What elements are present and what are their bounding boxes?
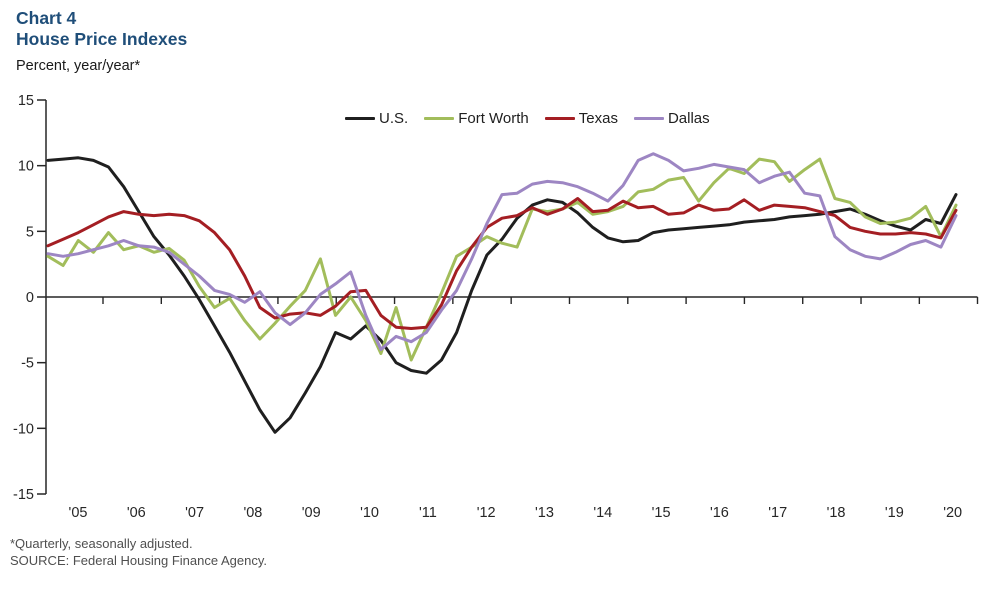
y-tick-label: 5 — [26, 224, 34, 240]
legend-item-texas: Texas — [544, 110, 618, 127]
legend-label-dallas: Dallas — [667, 110, 710, 127]
legend-swatch-fort-worth — [424, 116, 455, 121]
legend-swatch-u-s — [345, 116, 375, 121]
x-tick-label: '05 — [69, 505, 88, 521]
y-tick-label: 15 — [18, 93, 34, 109]
y-tick-label: -15 — [13, 487, 34, 503]
x-tick-label: '14 — [593, 505, 612, 521]
x-tick-label: '09 — [302, 505, 321, 521]
y-tick-label: -5 — [21, 356, 34, 372]
footnote-line1: *Quarterly, seasonally adjusted. — [10, 536, 193, 551]
x-tick-label: '12 — [477, 505, 496, 521]
x-tick-label: '07 — [185, 505, 204, 521]
legend-label-fort-worth: Fort Worth — [458, 110, 529, 127]
x-tick-label: '10 — [360, 505, 379, 521]
legend-label-u-s: U.S. — [379, 110, 409, 127]
x-tick-label: '06 — [127, 505, 146, 521]
series-line-u-s — [46, 156, 958, 434]
y-axis-unit-label: Percent, year/year* — [16, 58, 141, 74]
series-line-texas — [46, 197, 958, 330]
legend-item-u-s: U.S. — [345, 110, 408, 127]
x-tick-label: '15 — [652, 505, 671, 521]
chart-footnotes: *Quarterly, seasonally adjusted. SOURCE:… — [10, 536, 267, 570]
series-line-dallas — [46, 152, 958, 351]
x-tick-label: '18 — [827, 505, 846, 521]
x-tick-label: '17 — [768, 505, 787, 521]
footnote-line2: SOURCE: Federal Housing Finance Agency. — [10, 552, 267, 568]
x-tick-label: '16 — [710, 505, 729, 521]
series-line-fort-worth — [46, 157, 958, 362]
x-tick-label: '11 — [419, 505, 437, 521]
legend-item-dallas: Dallas — [633, 110, 710, 127]
chart-legend: U.S. Fort Worth Texas Dallas — [345, 110, 710, 127]
chart-title-line2: House Price Indexes — [16, 29, 188, 50]
legend-label-texas: Texas — [578, 110, 618, 127]
y-tick-label: -10 — [13, 421, 34, 437]
x-tick-label: '20 — [943, 505, 962, 521]
legend-swatch-dallas — [633, 116, 664, 121]
y-tick-label: 10 — [18, 159, 34, 175]
x-tick-label: '08 — [243, 505, 262, 521]
chart-title-line1: Chart 4 — [16, 8, 77, 28]
legend-swatch-texas — [544, 116, 575, 121]
chart-title: Chart 4 House Price Indexes — [16, 8, 187, 51]
legend-item-fort-worth: Fort Worth — [424, 110, 529, 127]
x-tick-label: '19 — [885, 505, 904, 521]
y-tick-label: 0 — [26, 290, 34, 306]
x-tick-label: '13 — [535, 505, 554, 521]
